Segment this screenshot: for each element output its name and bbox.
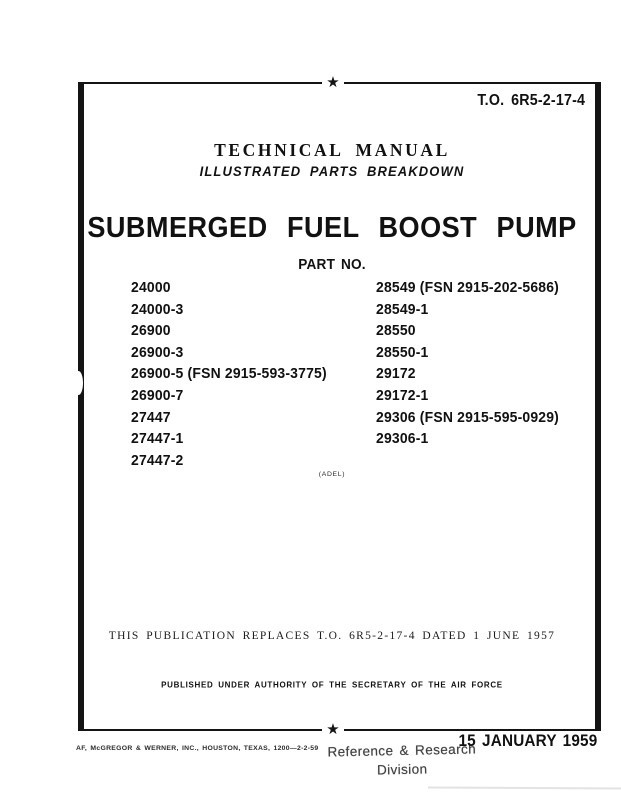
part-number: 29306 (FSN 2915-595-0929) bbox=[376, 408, 560, 426]
part-number: 28549-1 bbox=[376, 300, 429, 318]
border-notch bbox=[74, 371, 83, 395]
part-number-list-left: 24000 24000-3 26900 26900-3 26900-5 (FSN… bbox=[131, 277, 327, 471]
part-number: 29172-1 bbox=[376, 386, 429, 404]
issue-date: 15 JANUARY 1959 bbox=[458, 731, 597, 750]
part-number: 27447-1 bbox=[131, 430, 184, 448]
part-number: 27447 bbox=[131, 408, 171, 426]
part-number: 24000-3 bbox=[131, 300, 184, 318]
part-no-label: PART NO. bbox=[298, 257, 366, 273]
part-number-list-right: 28549 (FSN 2915-202-5686) 28549-1 28550 … bbox=[376, 277, 559, 450]
to-number: T.O. 6R5-2-17-4 bbox=[477, 92, 585, 109]
stamp-line: Division bbox=[376, 761, 428, 778]
part-number: 28550-1 bbox=[376, 343, 429, 361]
heading-illustrated-parts-breakdown: ILLUSTRATED PARTS BREAKDOWN bbox=[199, 164, 465, 179]
part-number: 26900 bbox=[131, 322, 171, 340]
part-number: 28550 bbox=[376, 322, 416, 340]
part-number: 27447-2 bbox=[131, 451, 184, 469]
authority-line: PUBLISHED UNDER AUTHORITY OF THE SECRETA… bbox=[161, 680, 503, 690]
part-number: 28549 (FSN 2915-202-5686) bbox=[376, 279, 560, 296]
heading-technical-manual: TECHNICAL MANUAL bbox=[214, 140, 450, 160]
part-number: 29306-1 bbox=[376, 430, 429, 448]
star-icon: ★ bbox=[322, 720, 344, 740]
printer-imprint: AF, McGREGOR & WERNER, INC., HOUSTON, TE… bbox=[76, 744, 319, 752]
scan-smudge bbox=[427, 786, 621, 790]
part-number: 24000 bbox=[131, 279, 171, 296]
manufacturer-note: (ADEL) bbox=[318, 470, 346, 479]
part-number: 26900-3 bbox=[131, 343, 184, 361]
page-title: SUBMERGED FUEL BOOST PUMP bbox=[87, 212, 577, 244]
part-number: 26900-7 bbox=[131, 386, 184, 404]
part-number: 26900-5 (FSN 2915-593-3775) bbox=[131, 365, 327, 383]
replacement-notice: THIS PUBLICATION REPLACES T.O. 6R5-2-17-… bbox=[108, 630, 556, 642]
part-number: 29172 bbox=[376, 365, 416, 383]
star-icon: ★ bbox=[322, 73, 344, 93]
